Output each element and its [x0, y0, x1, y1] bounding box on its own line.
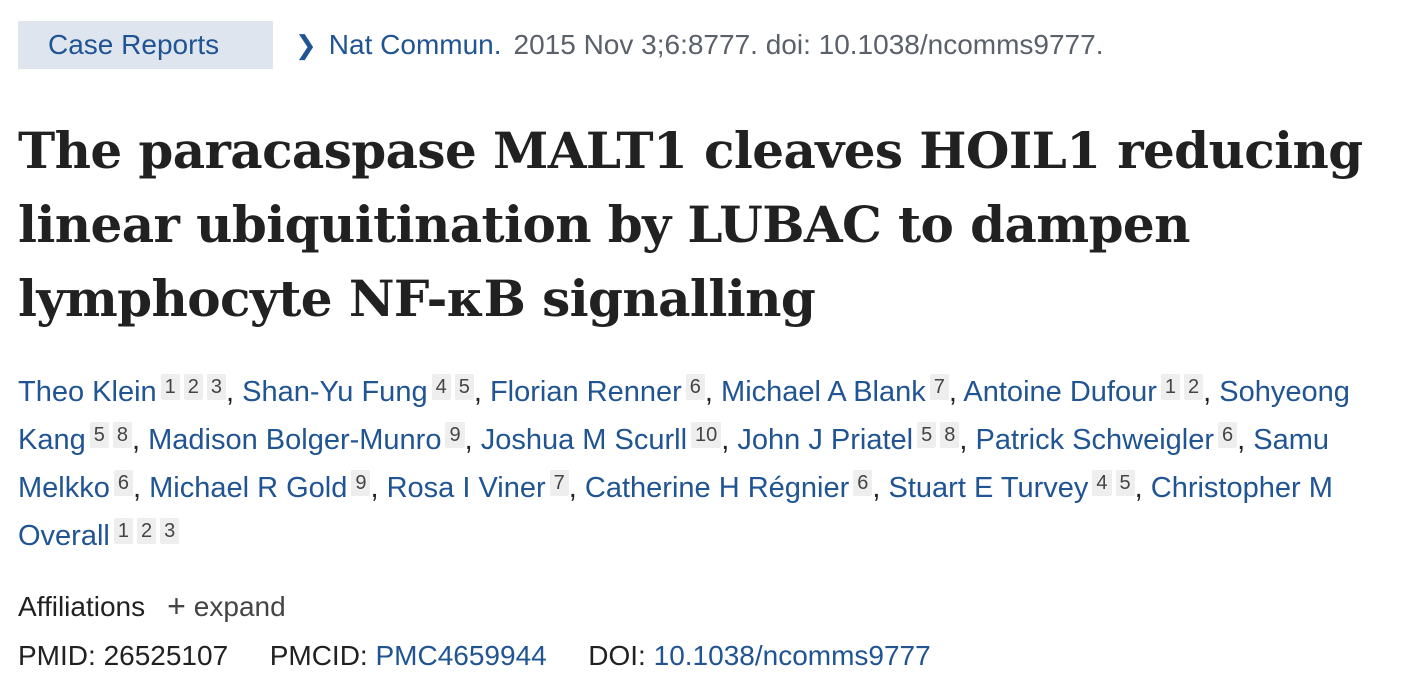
- author-link[interactable]: Joshua M Scurll: [480, 424, 688, 456]
- pmcid-link[interactable]: PMC4659944: [375, 640, 547, 671]
- article-title: The paracaspase MALT1 cleaves HOIL1 redu…: [18, 121, 1363, 328]
- author-link[interactable]: Theo Klein: [18, 376, 157, 408]
- journal-link[interactable]: Nat Commun.: [328, 29, 502, 60]
- affiliation-ref[interactable]: 3: [160, 518, 180, 544]
- author-link[interactable]: Antoine Dufour: [963, 376, 1157, 408]
- affiliation-ref[interactable]: 4: [431, 374, 451, 400]
- affiliation-ref[interactable]: 1: [1160, 374, 1180, 400]
- affiliation-ref[interactable]: 8: [940, 422, 960, 448]
- author-entry: Catherine H Régnier 6,: [584, 470, 889, 504]
- author-entry: Sohyeong Kang 5 8,: [18, 376, 1350, 456]
- author-entry: Patrick Schweigler 6,: [975, 422, 1254, 456]
- author-link[interactable]: Christopher M Overall: [18, 472, 1333, 552]
- affiliation-ref[interactable]: 6: [853, 470, 873, 496]
- author-entry: Joshua M Scurll 10,: [480, 422, 738, 456]
- affiliation-ref[interactable]: 3: [206, 374, 227, 400]
- author-entry: Shan-Yu Fung 4 5,: [242, 374, 490, 408]
- affiliation-ref[interactable]: 1: [160, 374, 180, 400]
- author-entry: Rosa I Viner 7,: [386, 470, 585, 504]
- author-link[interactable]: Michael R Gold: [149, 472, 348, 504]
- author-link[interactable]: Shan-Yu Fung: [242, 376, 428, 408]
- author-link[interactable]: Rosa I Viner: [386, 472, 546, 504]
- affiliation-ref[interactable]: 2: [1184, 374, 1204, 400]
- affiliation-ref[interactable]: 6: [113, 470, 133, 496]
- affiliation-ref[interactable]: 5: [454, 374, 474, 400]
- affiliation-ref[interactable]: 7: [549, 470, 569, 496]
- author-entry: Christopher M Overall 1 2 3: [18, 472, 1333, 552]
- author-link[interactable]: John J Priatel: [737, 424, 914, 456]
- author-link[interactable]: Stuart E Turvey: [888, 472, 1089, 504]
- affiliation-ref[interactable]: 5: [1115, 470, 1135, 496]
- affiliation-ref[interactable]: 7: [929, 374, 949, 400]
- affiliation-ref[interactable]: 5: [917, 422, 937, 448]
- publication-type-badge[interactable]: Case Reports: [18, 21, 273, 69]
- affiliation-ref[interactable]: 10: [691, 422, 722, 448]
- author-entry: Theo Klein 1 2 3,: [18, 374, 243, 408]
- author-list: Theo Klein 1 2 3, Shan-Yu Fung 4 5, Florian R…: [18, 368, 1418, 560]
- pmcid-label: PMCID:: [269, 640, 368, 671]
- citation-details: 2015 Nov 3;6:8777. doi: 10.1038/ncomms97…: [513, 29, 1104, 60]
- affiliation-ref[interactable]: 5: [89, 422, 109, 448]
- citation: ❯ Nat Commun. 2015 Nov 3;6:8777. doi: 10…: [295, 29, 1103, 61]
- author-link[interactable]: Madison Bolger-Munro: [148, 424, 442, 456]
- author-link[interactable]: Samu Melkko: [18, 424, 1330, 504]
- author-entry: Madison Bolger-Munro 9,: [148, 422, 481, 456]
- author-entry: John J Priatel 5 8,: [737, 422, 976, 456]
- affiliation-ref[interactable]: 9: [445, 422, 465, 448]
- affiliation-ref[interactable]: 8: [112, 422, 132, 448]
- doi-label: DOI:: [588, 640, 646, 671]
- pmid-label: PMID:: [18, 640, 96, 671]
- pmid-value: 26525107: [103, 640, 229, 671]
- affiliation-ref[interactable]: 1: [113, 518, 133, 544]
- affiliation-ref[interactable]: 2: [183, 374, 203, 400]
- author-link[interactable]: Catherine H Régnier: [584, 472, 850, 504]
- affiliation-ref[interactable]: 6: [685, 374, 705, 400]
- chevron-right-icon: ❯: [295, 29, 317, 60]
- identifiers-row: PMID: 26525107 PMCID: PMC4659944 DOI: 10…: [18, 640, 931, 672]
- author-link[interactable]: Florian Renner: [489, 376, 682, 408]
- affiliation-ref[interactable]: 9: [351, 470, 371, 496]
- author-link[interactable]: Patrick Schweigler: [975, 424, 1215, 456]
- affiliation-ref[interactable]: 4: [1092, 470, 1112, 496]
- author-entry: Michael R Gold 9,: [149, 470, 387, 504]
- expand-affiliations-toggle[interactable]: expand: [193, 590, 286, 622]
- author-entry: Florian Renner 6,: [489, 374, 722, 408]
- author-link[interactable]: Michael A Blank: [721, 376, 926, 408]
- doi-link[interactable]: 10.1038/ncomms9777: [653, 640, 931, 671]
- affiliations-row: Affiliations + expand: [18, 588, 286, 625]
- author-link[interactable]: Sohyeong Kang: [18, 376, 1350, 456]
- affiliation-ref[interactable]: 2: [136, 518, 157, 544]
- author-entry: Michael A Blank 7,: [721, 374, 964, 408]
- author-entry: Antoine Dufour 1 2,: [963, 374, 1220, 408]
- author-entry: Stuart E Turvey 4 5,: [888, 470, 1151, 504]
- author-entry: Samu Melkko 6,: [18, 424, 1330, 504]
- citation-bar: Case Reports ❯ Nat Commun. 2015 Nov 3;6:…: [18, 21, 1103, 69]
- affiliations-label: Affiliations: [18, 590, 146, 622]
- plus-icon[interactable]: +: [167, 588, 186, 624]
- affiliation-ref[interactable]: 6: [1218, 422, 1238, 448]
